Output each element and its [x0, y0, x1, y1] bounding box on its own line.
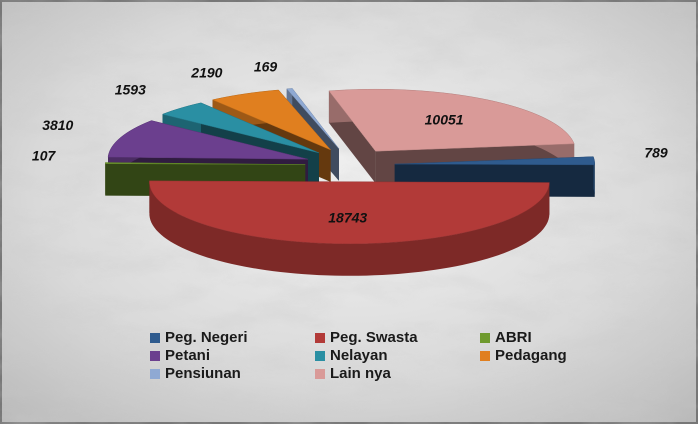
legend-label: Peg. Negeri — [165, 329, 248, 346]
slice-top — [161, 102, 320, 154]
legend-label: Petani — [165, 347, 210, 364]
legend-label: Lain nya — [330, 365, 392, 382]
slice — [149, 180, 550, 276]
legend-swatch — [150, 369, 160, 379]
slice-wall — [593, 156, 595, 197]
value-label: 2190 — [190, 65, 222, 81]
pie: 789 18743 107 3810 1593 2190 169 10051 — [32, 58, 668, 276]
legend-label: Peg. Swasta — [330, 329, 418, 346]
legend-swatch — [150, 333, 160, 343]
legend-label: Pedagang — [495, 347, 567, 364]
legend-label: Pensiunan — [165, 365, 241, 382]
legend-swatch — [315, 351, 325, 361]
slice-top — [286, 88, 340, 149]
value-label: 107 — [32, 147, 57, 163]
value-label: 18743 — [328, 210, 367, 226]
slice-top — [211, 89, 331, 151]
legend: Peg. Negeri Peg. Swasta ABRI Petani Nelayan P… — [150, 329, 567, 382]
slice-top — [328, 88, 575, 152]
legend-swatch — [315, 369, 325, 379]
slice-top — [104, 162, 306, 165]
legend-label: ABRI — [495, 329, 532, 346]
legend-swatch — [315, 333, 325, 343]
value-label: 789 — [644, 145, 668, 161]
slice-top — [149, 180, 550, 245]
value-label: 10051 — [425, 111, 464, 127]
value-label: 169 — [254, 58, 278, 74]
legend-swatch — [480, 351, 490, 361]
slice-wall — [149, 180, 550, 276]
legend-swatch — [150, 351, 160, 361]
slice-top — [107, 120, 309, 160]
legend-swatch — [480, 333, 490, 343]
legend-label: Nelayan — [330, 347, 388, 364]
slice-top — [394, 156, 595, 166]
value-label: 1593 — [115, 82, 146, 98]
value-label: 3810 — [42, 117, 73, 133]
